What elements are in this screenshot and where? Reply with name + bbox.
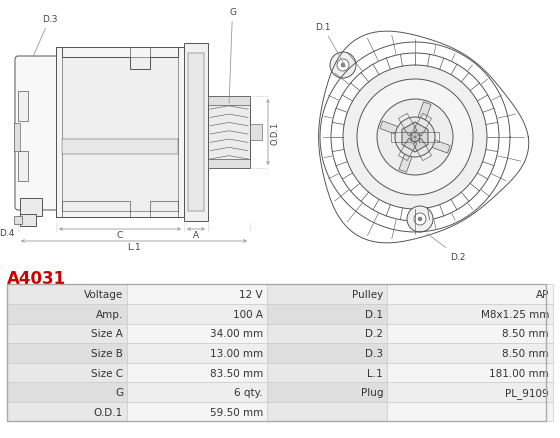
Circle shape xyxy=(343,66,487,209)
Text: D.1: D.1 xyxy=(315,23,346,67)
Text: L.1: L.1 xyxy=(127,242,141,251)
Text: D.4: D.4 xyxy=(0,229,15,237)
Bar xyxy=(127,285,267,304)
Text: A: A xyxy=(193,230,199,240)
Bar xyxy=(267,324,387,343)
Bar xyxy=(18,152,28,182)
Text: D.2: D.2 xyxy=(427,234,465,261)
Text: G: G xyxy=(229,8,236,104)
Bar xyxy=(387,324,553,343)
Text: 12 V: 12 V xyxy=(239,290,263,300)
Bar xyxy=(18,92,28,122)
Bar xyxy=(62,58,178,140)
Bar xyxy=(387,285,553,304)
Polygon shape xyxy=(416,102,431,128)
Text: 59.50 mm: 59.50 mm xyxy=(210,407,263,417)
Circle shape xyxy=(418,218,422,222)
Circle shape xyxy=(341,64,345,68)
Bar xyxy=(20,215,36,226)
Text: O.D.1: O.D.1 xyxy=(271,121,280,144)
Text: 34.00 mm: 34.00 mm xyxy=(210,328,263,339)
Text: PL_9109: PL_9109 xyxy=(505,387,549,398)
Bar xyxy=(127,363,267,382)
Circle shape xyxy=(395,118,435,158)
Bar xyxy=(267,285,387,304)
Text: 100 A: 100 A xyxy=(233,309,263,319)
Polygon shape xyxy=(380,122,405,138)
Bar xyxy=(387,382,553,402)
Circle shape xyxy=(330,53,356,79)
Text: AP: AP xyxy=(535,290,549,300)
Polygon shape xyxy=(399,148,414,173)
Text: C: C xyxy=(117,230,123,240)
Bar xyxy=(387,363,553,382)
Text: 13.00 mm: 13.00 mm xyxy=(210,348,263,358)
Bar xyxy=(7,382,127,402)
Bar xyxy=(208,159,250,169)
Bar xyxy=(14,124,20,152)
Bar xyxy=(7,304,127,324)
Polygon shape xyxy=(425,138,450,154)
Text: Plug: Plug xyxy=(361,387,383,397)
Bar xyxy=(267,382,387,402)
Bar xyxy=(14,216,22,224)
Text: L.1: L.1 xyxy=(367,367,383,378)
Bar xyxy=(208,97,250,169)
Bar xyxy=(127,343,267,363)
Bar xyxy=(127,324,267,343)
Bar xyxy=(62,140,178,155)
Bar xyxy=(7,285,546,421)
Text: Pulley: Pulley xyxy=(352,290,383,300)
Bar xyxy=(387,304,553,324)
Circle shape xyxy=(410,133,420,143)
Polygon shape xyxy=(402,123,428,152)
Bar xyxy=(7,285,127,304)
Text: Size A: Size A xyxy=(91,328,123,339)
Bar xyxy=(250,125,262,141)
Bar xyxy=(127,382,267,402)
Text: 181.00 mm: 181.00 mm xyxy=(489,367,549,378)
Text: D.3: D.3 xyxy=(365,348,383,358)
Text: O.D.1: O.D.1 xyxy=(94,407,123,417)
Text: 8.50 mm: 8.50 mm xyxy=(502,348,549,358)
Bar xyxy=(127,304,267,324)
Bar xyxy=(7,343,127,363)
Circle shape xyxy=(414,213,426,226)
Text: A4031: A4031 xyxy=(7,270,66,288)
Bar xyxy=(20,198,42,216)
Text: Amp.: Amp. xyxy=(96,309,123,319)
Bar xyxy=(7,402,127,421)
Bar xyxy=(62,140,178,212)
Text: 6 qty.: 6 qty. xyxy=(235,387,263,397)
Text: Size B: Size B xyxy=(91,348,123,358)
Bar xyxy=(127,402,267,421)
Bar xyxy=(188,54,204,212)
Circle shape xyxy=(377,100,453,176)
Bar xyxy=(387,402,553,421)
Bar xyxy=(267,402,387,421)
Text: D.1: D.1 xyxy=(365,309,383,319)
Bar xyxy=(208,97,250,106)
Circle shape xyxy=(407,207,433,233)
Bar xyxy=(7,324,127,343)
Circle shape xyxy=(357,80,473,195)
Text: Voltage: Voltage xyxy=(84,290,123,300)
Bar xyxy=(267,304,387,324)
Circle shape xyxy=(337,60,349,72)
Bar xyxy=(267,343,387,363)
Text: Size C: Size C xyxy=(91,367,123,378)
FancyBboxPatch shape xyxy=(56,48,184,218)
Text: D.2: D.2 xyxy=(365,328,383,339)
Text: M8x1.25 mm: M8x1.25 mm xyxy=(480,309,549,319)
Text: G: G xyxy=(115,387,123,397)
Text: 8.50 mm: 8.50 mm xyxy=(502,328,549,339)
Text: D.3: D.3 xyxy=(33,15,58,57)
Bar xyxy=(267,363,387,382)
FancyBboxPatch shape xyxy=(15,57,59,211)
Bar xyxy=(7,363,127,382)
Bar xyxy=(387,343,553,363)
FancyBboxPatch shape xyxy=(184,44,208,222)
Text: 83.50 mm: 83.50 mm xyxy=(210,367,263,378)
